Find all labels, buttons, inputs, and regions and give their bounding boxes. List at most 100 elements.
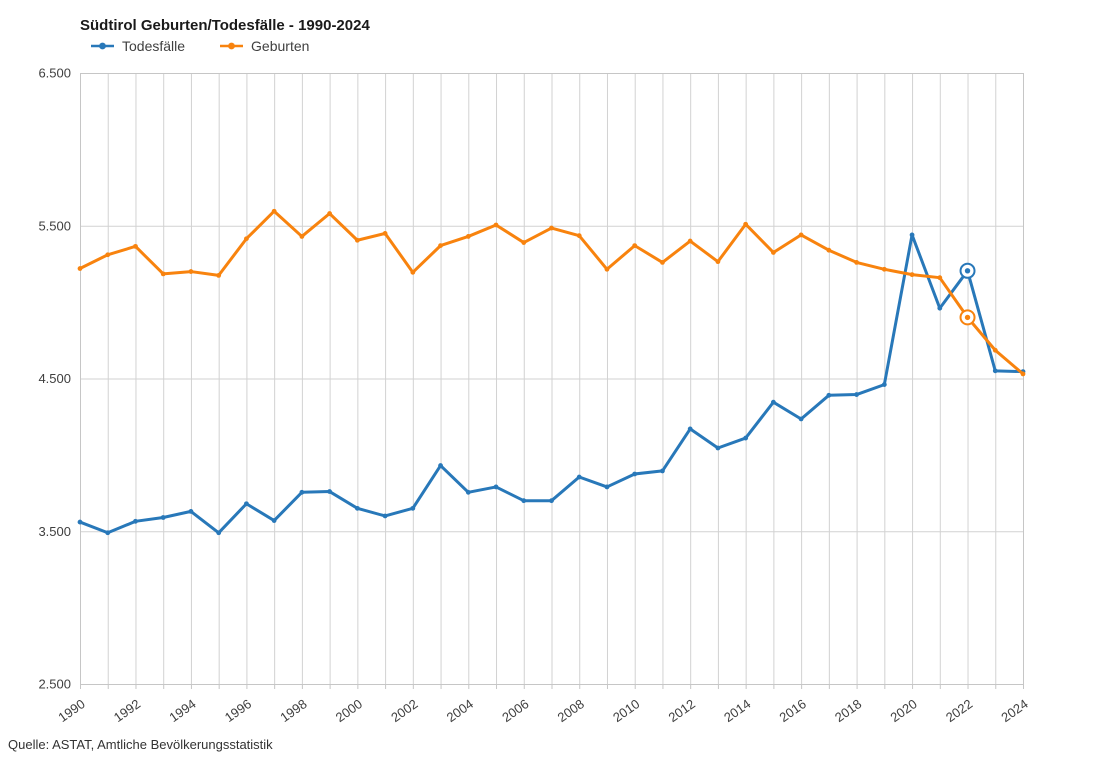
data-point-geburten-2008[interactable] (576, 233, 582, 239)
data-point-todesfaelle-2011[interactable] (660, 468, 665, 474)
y-tick-label: 6.500 (38, 66, 71, 81)
data-point-geburten-1996[interactable] (244, 236, 249, 242)
x-tick-label: 2014 (721, 696, 753, 725)
data-point-geburten-2001[interactable] (382, 230, 388, 236)
data-point-todesfaelle-2019[interactable] (881, 382, 887, 388)
data-point-todesfaelle-2002[interactable] (410, 505, 416, 511)
legend-label-geburten: Geburten (251, 38, 310, 54)
data-point-geburten-2009[interactable] (604, 266, 610, 272)
x-tick-label: 2016 (777, 696, 809, 725)
data-point-todesfaelle-2003[interactable] (438, 463, 443, 468)
legend-item-geburten[interactable]: Geburten (219, 38, 309, 54)
x-tick-label: 1996 (222, 696, 254, 725)
data-point-geburten-2003[interactable] (438, 243, 443, 249)
gridlines (80, 73, 1024, 685)
data-point-geburten-2013[interactable] (715, 259, 721, 265)
x-tick-label: 2000 (333, 696, 365, 725)
y-tick-label: 5.500 (38, 218, 71, 233)
data-point-geburten-2010[interactable] (632, 243, 638, 249)
data-point-todesfaelle-1998[interactable] (299, 489, 305, 495)
data-point-geburten-1990[interactable] (77, 266, 83, 271)
data-point-geburten-2002[interactable] (410, 269, 416, 275)
x-tick-label: 2012 (666, 696, 698, 725)
highlight-dot-geburten[interactable] (964, 314, 971, 321)
data-point-geburten-2019[interactable] (881, 266, 887, 272)
data-point-todesfaelle-1999[interactable] (327, 489, 333, 494)
y-tick-label: 2.500 (38, 677, 71, 692)
data-point-todesfaelle-2010[interactable] (632, 471, 638, 477)
data-point-geburten-1999[interactable] (327, 211, 333, 216)
data-point-geburten-2014[interactable] (743, 221, 749, 227)
legend: Todesfälle Geburten (90, 38, 309, 54)
y-axis-labels: 2.500 3.500 4.500 5.500 6.500 (38, 66, 71, 692)
data-point-todesfaelle-2007[interactable] (549, 498, 554, 504)
data-point-todesfaelle-2001[interactable] (382, 513, 388, 519)
data-point-todesfaelle-2009[interactable] (604, 484, 610, 490)
data-point-geburten-2004[interactable] (465, 234, 471, 239)
data-point-todesfaelle-2004[interactable] (465, 489, 471, 495)
x-axis-labels: 1990 1992 1994 1996 1998 2000 2002 2004 2006 2008… (55, 696, 1030, 725)
data-point-geburten-2005[interactable] (493, 222, 499, 228)
x-tick-label: 1994 (166, 696, 198, 725)
data-point-geburten-1997[interactable] (271, 208, 277, 214)
data-point-todesfaelle-2017[interactable] (826, 392, 832, 398)
data-point-geburten-1992[interactable] (133, 243, 138, 249)
series-geburten (77, 208, 1026, 377)
todesfaelle-line-marker-icon (91, 42, 114, 50)
data-point-geburten-2006[interactable] (521, 240, 527, 245)
data-point-todesfaelle-2021[interactable] (937, 305, 943, 311)
legend-item-todesfaelle[interactable]: Todesfälle (90, 38, 185, 54)
data-point-todesfaelle-2008[interactable] (576, 474, 582, 480)
data-point-geburten-2024[interactable] (1020, 371, 1026, 377)
data-point-geburten-1995[interactable] (216, 272, 222, 278)
data-point-geburten-2000[interactable] (354, 237, 360, 243)
data-point-todesfaelle-2016[interactable] (798, 416, 804, 422)
data-point-todesfaelle-2014[interactable] (743, 435, 749, 441)
data-point-geburten-1993[interactable] (160, 271, 166, 277)
data-point-geburten-2023[interactable] (992, 347, 998, 353)
data-point-geburten-1994[interactable] (188, 269, 194, 274)
data-point-todesfaelle-2015[interactable] (770, 399, 776, 405)
data-point-todesfaelle-2018[interactable] (854, 392, 859, 397)
chart-title: Südtirol Geburten/Todesfälle - 1990-2024 (80, 17, 370, 34)
data-point-todesfaelle-1994[interactable] (188, 508, 194, 514)
data-point-geburten-1991[interactable] (105, 252, 111, 258)
data-point-geburten-2016[interactable] (798, 232, 804, 238)
x-tick-label: 2004 (444, 696, 476, 725)
data-point-geburten-1998[interactable] (299, 234, 305, 239)
series-todesfaelle (77, 232, 1026, 536)
x-tick-label: 1990 (55, 696, 87, 725)
data-point-todesfaelle-1996[interactable] (244, 501, 249, 507)
x-tick-label: 2022 (943, 696, 975, 725)
data-point-todesfaelle-1992[interactable] (133, 518, 138, 524)
data-point-todesfaelle-1995[interactable] (216, 530, 222, 536)
data-point-geburten-2017[interactable] (826, 247, 832, 253)
data-point-todesfaelle-2006[interactable] (521, 498, 527, 504)
data-point-todesfaelle-1991[interactable] (105, 530, 111, 536)
highlight-dot-todesfaelle[interactable] (964, 268, 971, 274)
data-point-geburten-2012[interactable] (687, 238, 693, 244)
x-tick-label: 1992 (111, 696, 143, 725)
data-point-geburten-2018[interactable] (854, 260, 859, 265)
data-point-geburten-2011[interactable] (660, 260, 665, 265)
data-point-todesfaelle-1993[interactable] (160, 515, 166, 520)
data-point-todesfaelle-2013[interactable] (715, 445, 721, 451)
x-tick-label: 1998 (277, 696, 309, 725)
x-tick-label: 2006 (499, 696, 531, 725)
data-point-todesfaelle-1990[interactable] (77, 519, 83, 525)
data-point-geburten-2007[interactable] (549, 225, 554, 231)
data-point-todesfaelle-2020[interactable] (909, 232, 915, 238)
source-note: Quelle: ASTAT, Amtliche Bevölkerungsstat… (8, 737, 273, 752)
data-point-geburten-2020[interactable] (909, 272, 915, 278)
x-axis-ticks (80, 684, 1024, 689)
data-point-todesfaelle-2000[interactable] (354, 505, 360, 511)
x-tick-label: 2018 (832, 696, 864, 725)
data-point-todesfaelle-2012[interactable] (687, 426, 693, 432)
data-point-geburten-2015[interactable] (770, 250, 776, 255)
data-point-todesfaelle-2023[interactable] (992, 368, 998, 374)
x-tick-label: 2010 (610, 696, 642, 725)
data-point-todesfaelle-1997[interactable] (271, 518, 277, 523)
data-point-geburten-2021[interactable] (937, 275, 943, 281)
data-point-todesfaelle-2005[interactable] (493, 484, 499, 490)
